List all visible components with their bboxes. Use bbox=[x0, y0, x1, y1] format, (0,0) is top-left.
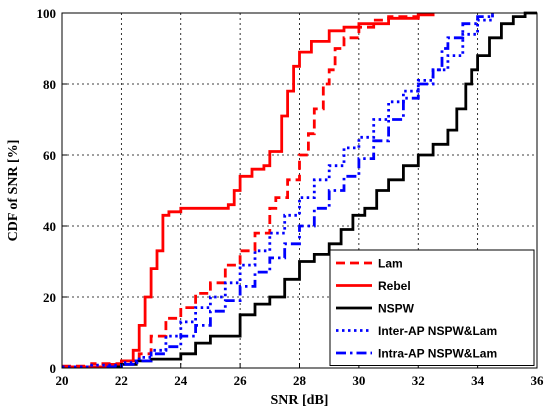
x-tick-label: 20 bbox=[56, 373, 69, 388]
y-tick-label: 100 bbox=[37, 6, 57, 21]
legend: Lam Rebel NSPW Inter-AP NSPW&Lam Intra-AP NS… bbox=[329, 249, 535, 366]
legend-label: Lam bbox=[378, 257, 403, 271]
legend-label: NSPW bbox=[378, 302, 415, 316]
y-tick-label: 80 bbox=[43, 77, 56, 92]
series-layer bbox=[62, 11, 537, 369]
legend-label: Rebel bbox=[378, 279, 411, 293]
y-tick-label: 40 bbox=[43, 219, 56, 234]
legend-label: Intra-AP NSPW&Lam bbox=[378, 347, 497, 361]
y-axis-title: CDF of SNR [%] bbox=[6, 140, 21, 242]
x-tick-label: 24 bbox=[174, 373, 188, 388]
series-line-5 bbox=[106, 13, 494, 369]
y-tick-label: 20 bbox=[43, 290, 56, 305]
series-line-2 bbox=[62, 13, 435, 369]
y-tick-label: 0 bbox=[50, 361, 57, 376]
series-line-3 bbox=[106, 11, 537, 369]
x-tick-label: 32 bbox=[412, 373, 425, 388]
series-line-1 bbox=[62, 13, 420, 368]
x-axis-title: SNR [dB] bbox=[271, 393, 329, 408]
x-tick-label: 26 bbox=[234, 373, 248, 388]
y-tick-label: 60 bbox=[43, 148, 56, 163]
x-tick-label: 30 bbox=[352, 373, 365, 388]
x-tick-label: 34 bbox=[471, 373, 485, 388]
x-tick-label: 22 bbox=[115, 373, 128, 388]
x-tick-label: 28 bbox=[293, 373, 307, 388]
legend-label: Inter-AP NSPW&Lam bbox=[378, 324, 497, 338]
x-tick-label: 36 bbox=[531, 373, 545, 388]
